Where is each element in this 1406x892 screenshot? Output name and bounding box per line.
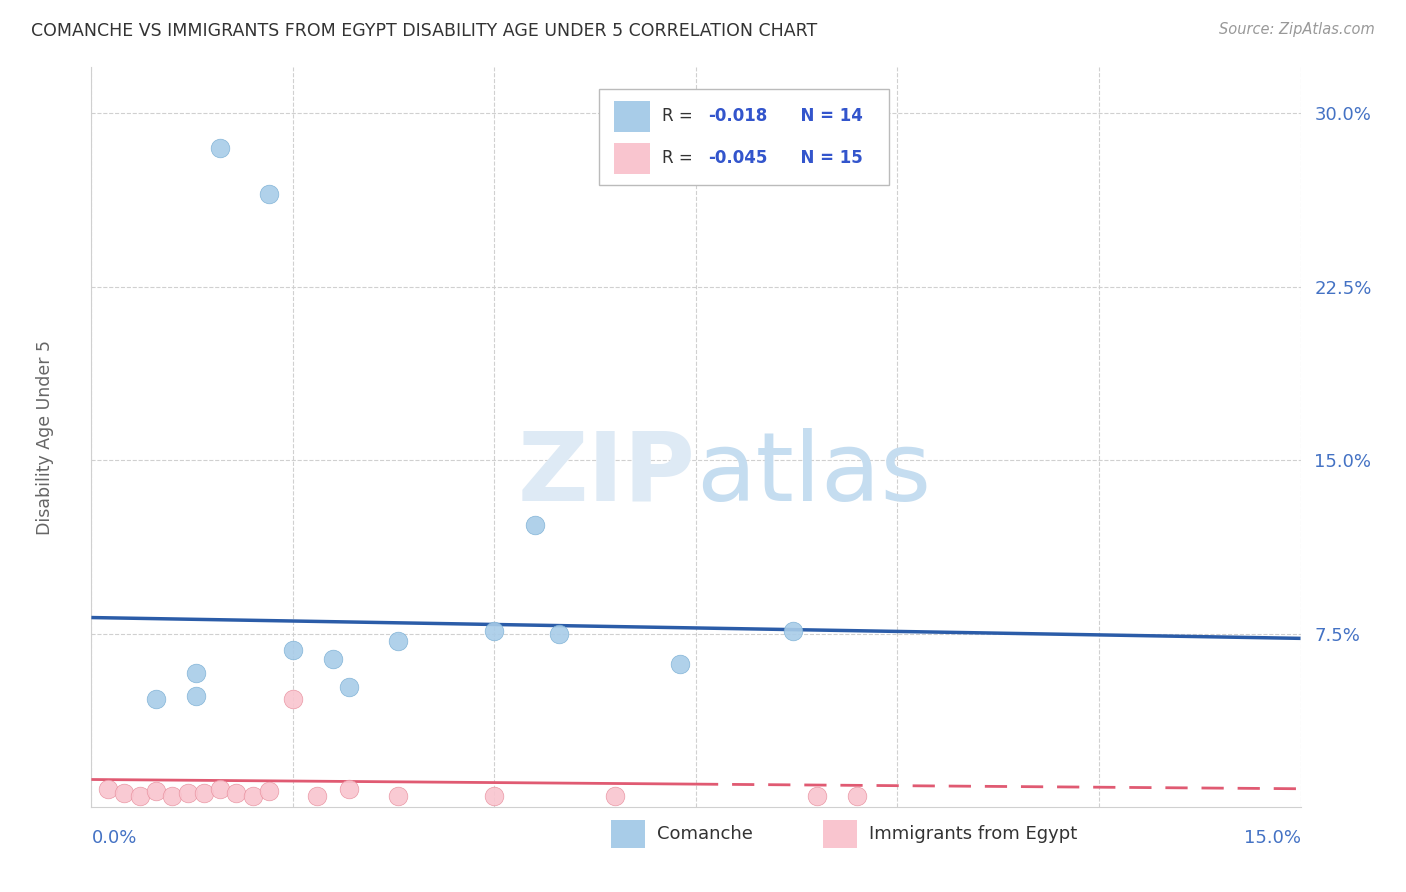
Point	[128, 789, 150, 803]
Point	[337, 781, 360, 796]
Point	[782, 624, 804, 639]
Text: COMANCHE VS IMMIGRANTS FROM EGYPT DISABILITY AGE UNDER 5 CORRELATION CHART: COMANCHE VS IMMIGRANTS FROM EGYPT DISABI…	[31, 22, 817, 40]
Point	[193, 786, 215, 800]
Point	[177, 786, 200, 800]
Point	[257, 187, 280, 202]
Point	[96, 781, 118, 796]
Text: Comanche: Comanche	[657, 825, 754, 843]
Point	[209, 141, 232, 155]
FancyBboxPatch shape	[612, 820, 645, 848]
Text: N = 15: N = 15	[789, 149, 863, 168]
Point	[484, 789, 506, 803]
Point	[145, 784, 167, 798]
Point	[160, 789, 183, 803]
Point	[548, 626, 571, 640]
Point	[112, 786, 135, 800]
Text: N = 14: N = 14	[789, 107, 863, 125]
Text: Disability Age Under 5: Disability Age Under 5	[37, 340, 55, 534]
Point	[257, 784, 280, 798]
Point	[281, 691, 304, 706]
Point	[322, 652, 344, 666]
Text: -0.045: -0.045	[709, 149, 768, 168]
Point	[669, 657, 692, 671]
Point	[337, 680, 360, 694]
Text: Immigrants from Egypt: Immigrants from Egypt	[869, 825, 1077, 843]
Text: ZIP: ZIP	[517, 427, 696, 521]
Point	[605, 789, 627, 803]
Point	[846, 789, 869, 803]
Text: R =: R =	[662, 107, 699, 125]
Point	[281, 643, 304, 657]
Text: atlas: atlas	[696, 427, 931, 521]
Point	[242, 789, 264, 803]
FancyBboxPatch shape	[599, 89, 890, 186]
Point	[387, 633, 409, 648]
Text: 15.0%: 15.0%	[1243, 830, 1301, 847]
Text: R =: R =	[662, 149, 699, 168]
Point	[806, 789, 828, 803]
Text: Source: ZipAtlas.com: Source: ZipAtlas.com	[1219, 22, 1375, 37]
FancyBboxPatch shape	[614, 101, 650, 132]
Point	[484, 624, 506, 639]
Point	[307, 789, 329, 803]
Point	[523, 518, 546, 533]
Point	[387, 789, 409, 803]
Text: -0.018: -0.018	[709, 107, 768, 125]
Text: 0.0%: 0.0%	[91, 830, 136, 847]
Point	[145, 691, 167, 706]
Point	[186, 666, 208, 681]
Point	[209, 781, 232, 796]
FancyBboxPatch shape	[614, 143, 650, 174]
Point	[225, 786, 247, 800]
FancyBboxPatch shape	[823, 820, 856, 848]
Point	[186, 689, 208, 703]
